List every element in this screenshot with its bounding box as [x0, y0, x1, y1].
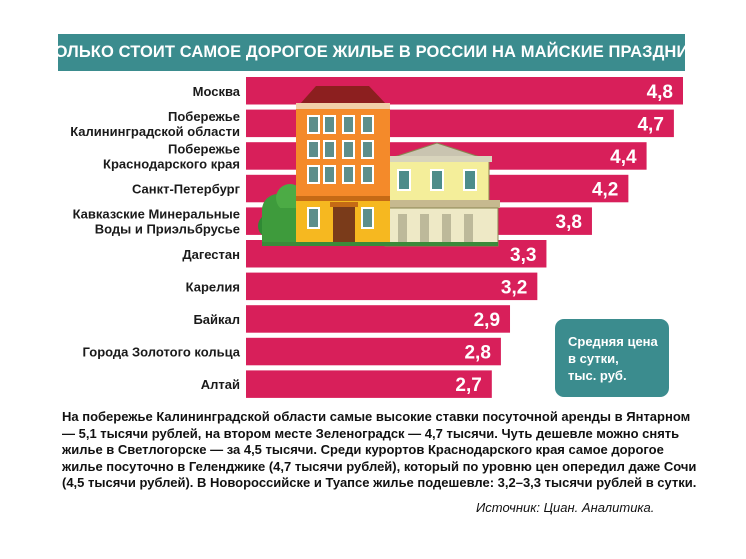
category-label-1: Побережье Калининградской области: [70, 109, 240, 139]
bar-8: [246, 337, 501, 366]
house-illustration: [258, 86, 500, 247]
category-label-0: Москва: [193, 84, 241, 99]
category-label-8: Города Золотого кольца: [83, 345, 241, 360]
value-label-9: 2,7: [455, 375, 481, 396]
value-label-7: 2,9: [474, 310, 500, 331]
value-label-6: 3,2: [501, 277, 527, 298]
category-label-5: Дагестан: [182, 247, 240, 262]
category-label-9: Алтай: [201, 377, 240, 392]
legend-box: Средняя цена в сутки, тыс. руб.: [555, 319, 669, 397]
value-label-2: 4,4: [610, 147, 637, 168]
value-label-5: 3,3: [510, 245, 536, 266]
value-label-0: 4,8: [647, 82, 673, 103]
bar-7: [246, 305, 511, 333]
category-label-3: Санкт-Петербург: [132, 182, 241, 197]
bar-6: [246, 272, 538, 301]
chart-title: СКОЛЬКО СТОИТ САМОЕ ДОРОГОЕ ЖИЛЬЕ В РОСС…: [32, 34, 710, 71]
bar-9: [246, 370, 492, 398]
footnote-text: На побережье Калининградской области сам…: [62, 409, 697, 491]
category-label-6: Карелия: [186, 279, 240, 294]
value-label-1: 4,7: [637, 114, 663, 135]
value-label-3: 4,2: [592, 180, 618, 201]
source-text: Источник: Циан. Аналитика.: [476, 500, 655, 515]
legend-text: Средняя цена в сутки, тыс. руб.: [568, 333, 658, 383]
labels-layer: 4,8 Москва 4,7 Побережье Калининградской обл…: [70, 82, 673, 396]
value-label-8: 2,8: [464, 343, 490, 364]
category-label-7: Байкал: [193, 312, 240, 327]
category-label-4: Кавказские Минеральные Воды и Приэльбрусь…: [73, 207, 240, 237]
value-label-4: 3,8: [556, 212, 582, 233]
category-label-2: Побережье Краснодарского края: [103, 141, 240, 171]
